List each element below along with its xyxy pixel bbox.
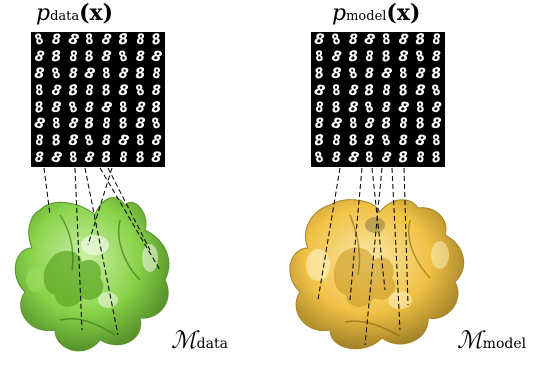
digit-cell: 8 <box>101 133 111 150</box>
digit-cell: 8 <box>68 65 78 82</box>
digit-cell: 8 <box>432 48 442 65</box>
digit-cell: 8 <box>331 150 341 167</box>
digit-cell: 8 <box>365 65 375 82</box>
digit-cell: 8 <box>348 32 358 48</box>
digit-cell: 8 <box>135 48 145 65</box>
digit-cell: 8 <box>152 82 162 99</box>
connector-lines-model <box>317 167 409 346</box>
digit-cell: 8 <box>51 32 61 48</box>
title-model-distribution: pmodel(x) <box>332 0 421 26</box>
connector-lines-data <box>43 167 161 336</box>
manifold-label-data: ℳdata <box>171 326 228 354</box>
digit-cell: 8 <box>314 116 324 133</box>
manifold-label-model: ℳmodel <box>457 326 527 354</box>
digit-cell: 8 <box>398 133 408 150</box>
digit-cell: 8 <box>85 99 95 116</box>
digit-cell: 8 <box>381 99 391 116</box>
manifold-data-surface <box>14 197 170 352</box>
manifold-model-surface <box>289 199 465 350</box>
digit-cell: 8 <box>34 150 44 167</box>
title-data-distribution: pdata(x) <box>36 0 114 26</box>
